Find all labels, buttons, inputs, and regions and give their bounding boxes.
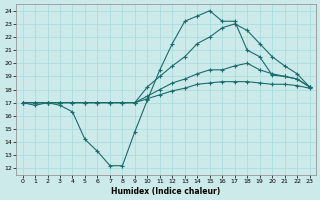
X-axis label: Humidex (Indice chaleur): Humidex (Indice chaleur): [111, 187, 221, 196]
